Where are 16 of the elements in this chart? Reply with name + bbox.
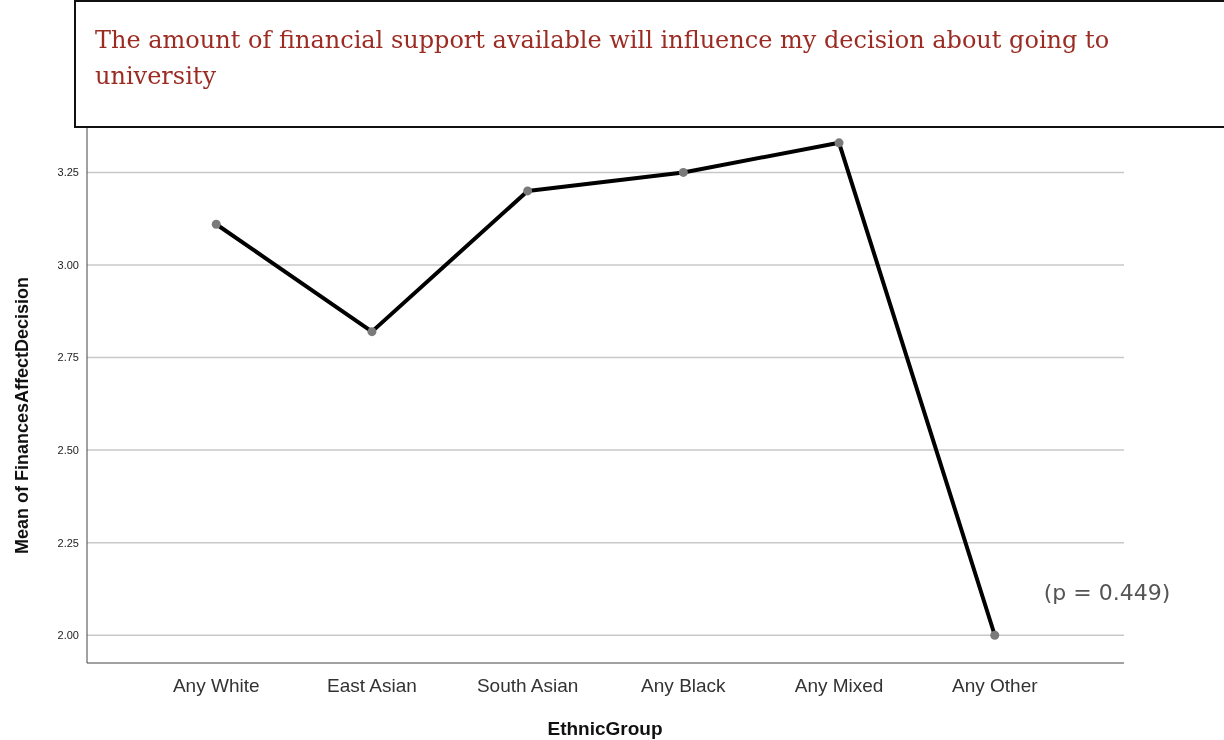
x-tick-label: Any Other: [951, 675, 1039, 696]
x-tick-label: Any Black: [641, 675, 727, 696]
y-tick-label: 2.50: [57, 443, 79, 456]
y-tick-label: 2.25: [57, 536, 79, 549]
x-tick-label: East Asian: [327, 675, 417, 696]
chart-title: The amount of financial support available will influence my decision about going to university: [95, 26, 1110, 90]
y-tick-label: 2.00: [57, 629, 79, 642]
y-tick-label: 3.00: [57, 258, 79, 271]
y-axis-title: Mean of FinancesAffectDecision: [12, 276, 32, 555]
x-tick-label: Any White: [172, 675, 260, 696]
x-axis-title: EthnicGroup: [547, 718, 663, 739]
y-tick-label: 3.25: [57, 166, 79, 179]
annotation: (p = 0.449): [1043, 580, 1171, 605]
x-tick-label: South Asian: [476, 675, 579, 696]
x-tick-label: Any Mixed: [794, 675, 884, 696]
y-tick-label: 2.75: [57, 351, 79, 364]
